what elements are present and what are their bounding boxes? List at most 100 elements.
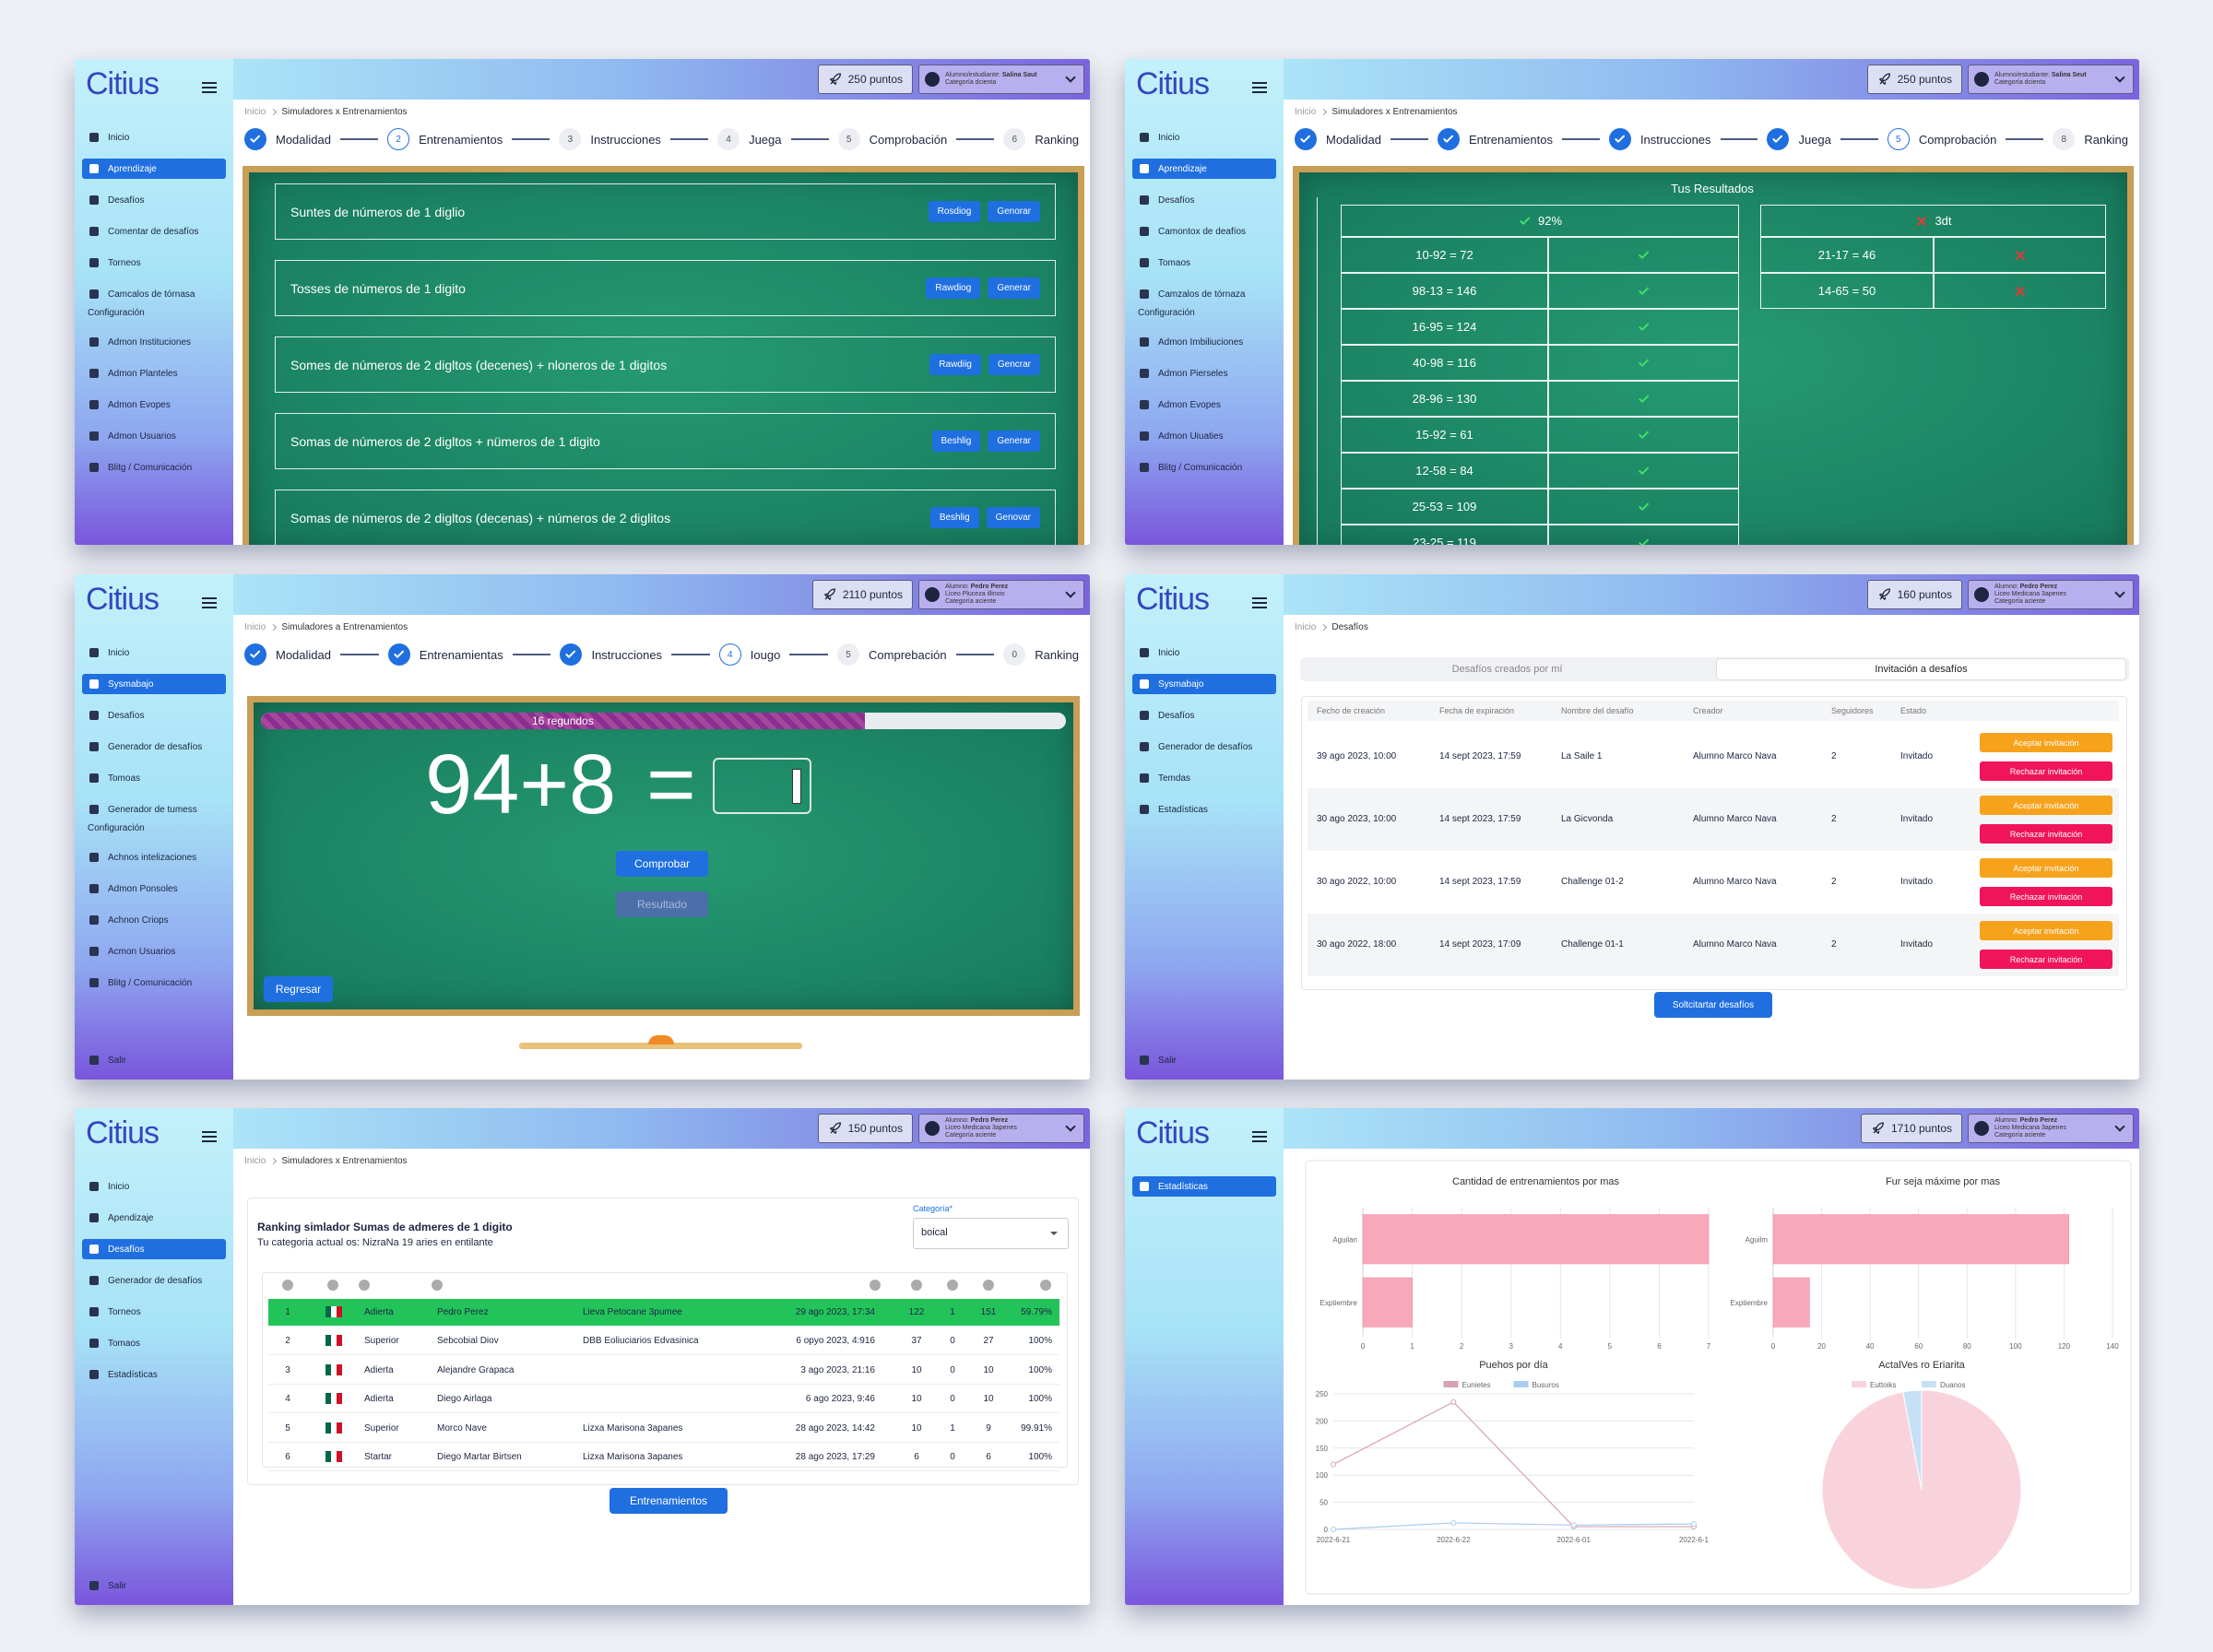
breadcrumb-item[interactable]: Inicio xyxy=(1295,622,1317,632)
back-button[interactable]: Regresar xyxy=(264,976,333,1002)
reject-button[interactable]: Rechazar invitación xyxy=(1980,824,2112,844)
points-badge[interactable]: 1710 puntos xyxy=(1860,1114,1962,1143)
menu-item[interactable]: Admon Evopes xyxy=(82,395,226,415)
result-button[interactable]: Resultado xyxy=(616,891,708,917)
points-badge[interactable]: 160 puntos xyxy=(1866,580,1962,609)
logout[interactable]: Salir xyxy=(82,1575,226,1596)
ranking-button[interactable]: Rawdiog xyxy=(926,277,981,299)
menu-item[interactable]: Sysmabajo xyxy=(1132,674,1276,694)
ranking-button[interactable]: Rawdiig xyxy=(929,354,981,375)
menu-item[interactable]: Acmon Usuarios xyxy=(82,941,226,962)
request-button[interactable]: Soltcitartar desafíos xyxy=(1654,992,1772,1018)
menu-item[interactable]: Sysmabajo xyxy=(82,674,226,694)
reject-button[interactable]: Rechazar invitación xyxy=(1980,761,2112,781)
trainings-button[interactable]: Entrenamientos xyxy=(609,1488,728,1514)
user-box[interactable]: Alumno: Pedro Perez Liceo Medicana 3apene… xyxy=(918,1114,1084,1143)
menu-item[interactable]: Admon Uiuaties xyxy=(1132,426,1276,446)
user-box[interactable]: Alumno/estudiante: Salina Seut Categoría … xyxy=(1968,65,2134,94)
menu-item[interactable]: Desafíos xyxy=(1132,190,1276,210)
menu-item[interactable]: Admon Usuarios xyxy=(82,426,226,446)
ranking-button[interactable]: Beshlig xyxy=(929,507,979,528)
breadcrumb-item[interactable]: Inicio xyxy=(244,622,266,632)
menu-toggle[interactable] xyxy=(202,602,217,604)
menu-item[interactable]: Estadísticas xyxy=(82,1364,226,1385)
user-box[interactable]: Alumno: Pedro Perez Liceo Medicana 3apene… xyxy=(1968,1114,2134,1143)
generate-button[interactable]: Gencrar xyxy=(988,354,1040,375)
reject-button[interactable]: Rechazar invitación xyxy=(1980,887,2112,906)
user-box[interactable]: Alumno: Pedro Perez Liceo Medicana 3apene… xyxy=(1968,580,2134,609)
tab[interactable]: Invitación a desafíos xyxy=(1716,658,2126,680)
menu-item[interactable]: Torneos xyxy=(82,253,226,273)
tab[interactable]: Desafíos creados por mí xyxy=(1451,664,1563,675)
menu-item[interactable]: Camzalos de tórnaza xyxy=(1132,284,1276,304)
menu-item[interactable]: Generador de desafíos xyxy=(82,1270,226,1291)
menu-item[interactable]: Achnon Criops xyxy=(82,910,226,930)
menu-item[interactable]: Tomoas xyxy=(82,768,226,788)
menu-item[interactable]: Inicio xyxy=(82,127,226,148)
menu-item[interactable]: Aprendizaje xyxy=(82,159,226,179)
reject-button[interactable]: Rechazar invitación xyxy=(1980,950,2112,969)
menu-item[interactable]: Camontox de deafíos xyxy=(1132,221,1276,242)
menu-item[interactable]: Admon Ponsoles xyxy=(82,879,226,899)
menu-item[interactable]: Inicio xyxy=(82,643,226,663)
menu-item[interactable]: Aprendizaje xyxy=(1132,159,1276,179)
menu-item[interactable]: Apendizaje xyxy=(82,1208,226,1228)
menu-item[interactable]: Admon Imbiliuciones xyxy=(1132,332,1276,352)
menu-item[interactable]: Camcalos de tórnasa xyxy=(82,284,226,304)
check-button[interactable]: Comprobar xyxy=(616,851,708,877)
menu-item[interactable]: Tomaos xyxy=(82,1333,226,1353)
menu-item[interactable]: Desafíos xyxy=(1132,705,1276,726)
answer-input[interactable] xyxy=(713,758,811,814)
ranking-button[interactable]: Beshlig xyxy=(931,431,981,452)
menu-item[interactable]: Admon Evopes xyxy=(1132,395,1276,415)
menu-item[interactable]: Inicio xyxy=(1132,643,1276,663)
menu-item[interactable]: Estadísticas xyxy=(1132,1176,1276,1197)
points-badge[interactable]: 250 puntos xyxy=(817,65,913,94)
breadcrumb-item[interactable]: Inicio xyxy=(244,1156,266,1166)
menu-item[interactable]: Blitg / Comunicación xyxy=(82,457,226,478)
menu-toggle[interactable] xyxy=(202,87,217,88)
ranking-button[interactable]: Rosdiog xyxy=(928,201,981,222)
generate-button[interactable]: Genorar xyxy=(988,201,1040,222)
menu-item[interactable]: Generador de desafíos xyxy=(1132,737,1276,757)
menu-toggle[interactable] xyxy=(1252,1136,1267,1138)
menu-item[interactable]: Generador de tumess xyxy=(82,799,226,820)
menu-item[interactable]: Blitg / Comunicación xyxy=(82,973,226,993)
menu-item[interactable]: Desafíos xyxy=(82,705,226,726)
menu-item[interactable]: Admon Pierseles xyxy=(1132,363,1276,384)
points-badge[interactable]: 250 puntos xyxy=(1866,65,1962,94)
user-box[interactable]: Alumno/estudiante: Salina Saut Categoría … xyxy=(918,65,1084,94)
points-badge[interactable]: 150 puntos xyxy=(817,1114,913,1143)
breadcrumb-item[interactable]: Inicio xyxy=(1295,107,1317,117)
menu-item[interactable]: Desafíos xyxy=(82,190,226,210)
menu-toggle[interactable] xyxy=(202,1136,217,1138)
menu-item[interactable]: Inicio xyxy=(1132,127,1276,148)
points-badge[interactable]: 2110 puntos xyxy=(811,580,913,609)
menu-item[interactable]: Tomaos xyxy=(1132,253,1276,273)
menu-item[interactable]: Desafíos xyxy=(82,1239,226,1259)
menu-item[interactable]: Achnos intelizaciones xyxy=(82,847,226,867)
accept-button[interactable]: Aceptar invitación xyxy=(1980,921,2112,940)
accept-button[interactable]: Aceptar invitación xyxy=(1980,733,2112,752)
menu-item[interactable]: Temdas xyxy=(1132,768,1276,788)
category-select[interactable]: boical xyxy=(913,1218,1069,1249)
menu-item[interactable]: Generador de desafíos xyxy=(82,737,226,757)
accept-button[interactable]: Aceptar invitación xyxy=(1980,858,2112,878)
menu-item[interactable]: Inicio xyxy=(82,1176,226,1197)
logout[interactable]: Salir xyxy=(82,1050,226,1070)
accept-button[interactable]: Aceptar invitación xyxy=(1980,796,2112,815)
menu-item[interactable]: Admon Instituciones xyxy=(82,332,226,352)
user-box[interactable]: Alumno: Pedro Perez Liceo Pluceza illinoi… xyxy=(918,580,1084,609)
menu-item[interactable]: Torneos xyxy=(82,1302,226,1322)
menu-item[interactable]: Admon Planteles xyxy=(82,363,226,384)
menu-toggle[interactable] xyxy=(1252,87,1267,88)
logout[interactable]: Salir xyxy=(1132,1050,1276,1070)
menu-toggle[interactable] xyxy=(1252,602,1267,604)
menu-item[interactable]: Comentar de desafíos xyxy=(82,221,226,242)
breadcrumb-item[interactable]: Inicio xyxy=(244,107,266,117)
generate-button[interactable]: Generar xyxy=(988,431,1040,452)
menu-item[interactable]: Blitg / Comunicación xyxy=(1132,457,1276,478)
generate-button[interactable]: Generar xyxy=(988,277,1040,299)
menu-item[interactable]: Estadísticas xyxy=(1132,799,1276,820)
generate-button[interactable]: Genovar xyxy=(986,507,1040,528)
